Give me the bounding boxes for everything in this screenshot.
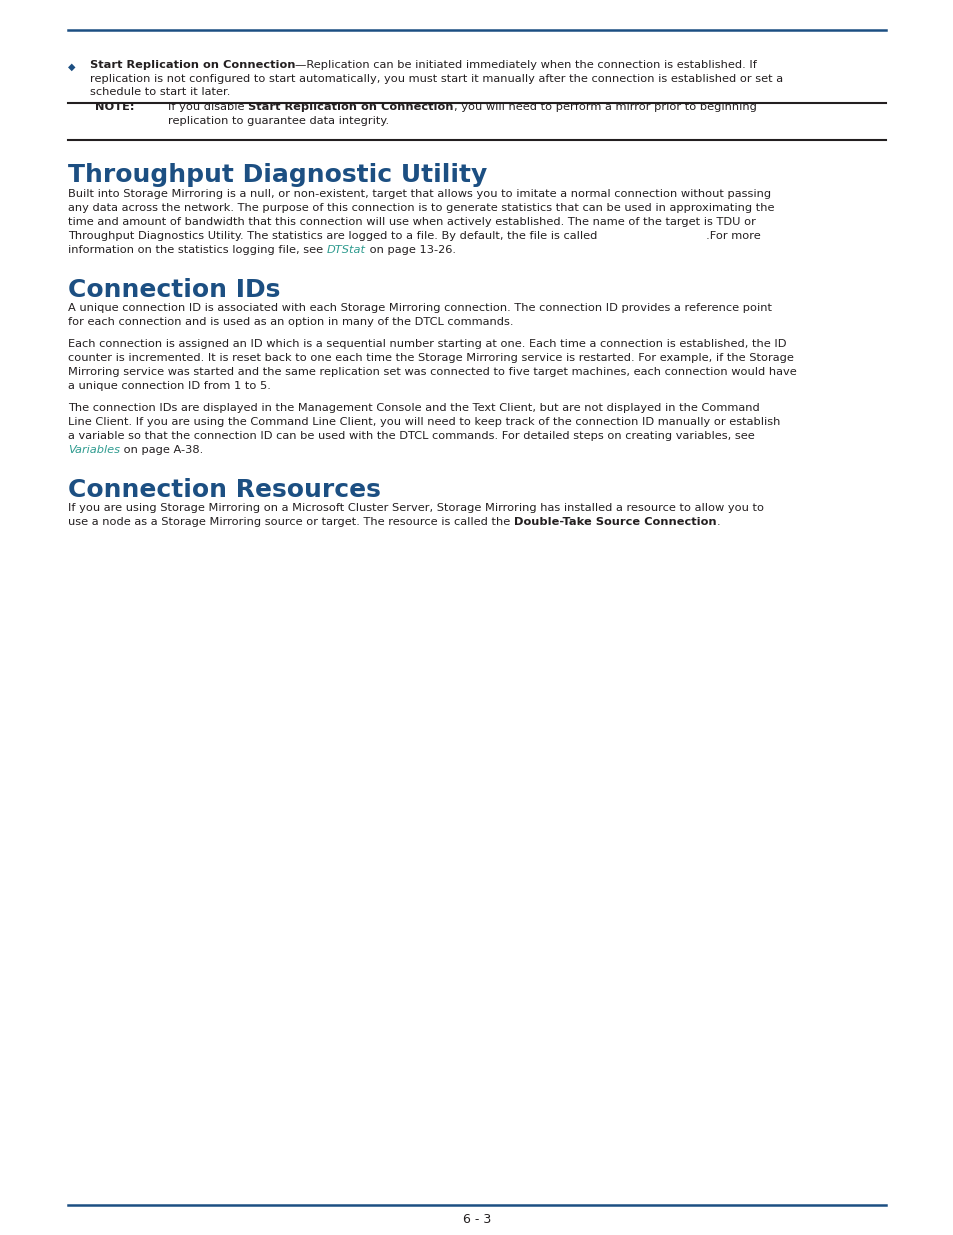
- Text: schedule to start it later.: schedule to start it later.: [90, 86, 230, 98]
- Text: information on the statistics logging file, see: information on the statistics logging fi…: [68, 245, 327, 254]
- Text: —Replication can be initiated immediately when the connection is established. If: —Replication can be initiated immediatel…: [295, 61, 757, 70]
- Text: , you will need to perform a mirror prior to beginning: , you will need to perform a mirror prio…: [453, 103, 756, 112]
- Text: Each connection is assigned an ID which is a sequential number starting at one. : Each connection is assigned an ID which …: [68, 338, 785, 350]
- Text: A unique connection ID is associated with each Storage Mirroring connection. The: A unique connection ID is associated wit…: [68, 303, 771, 312]
- Text: time and amount of bandwidth that this connection will use when actively establi: time and amount of bandwidth that this c…: [68, 217, 755, 227]
- Text: If you are using Storage Mirroring on a Microsoft Cluster Server, Storage Mirror: If you are using Storage Mirroring on a …: [68, 503, 763, 513]
- Text: Connection Resources: Connection Resources: [68, 478, 380, 501]
- Text: Variables: Variables: [68, 445, 120, 454]
- Text: Mirroring service was started and the same replication set was connected to five: Mirroring service was started and the sa…: [68, 367, 796, 377]
- Text: .: .: [716, 517, 720, 527]
- Text: Connection IDs: Connection IDs: [68, 278, 280, 303]
- Text: If you disable: If you disable: [168, 103, 248, 112]
- Text: use a node as a Storage Mirroring source or target. The resource is called the: use a node as a Storage Mirroring source…: [68, 517, 514, 527]
- Text: replication to guarantee data integrity.: replication to guarantee data integrity.: [168, 116, 389, 126]
- Text: Start Replication on Connection: Start Replication on Connection: [90, 61, 295, 70]
- Text: The connection IDs are displayed in the Management Console and the Text Client, : The connection IDs are displayed in the …: [68, 403, 759, 412]
- Text: 6 - 3: 6 - 3: [462, 1214, 491, 1226]
- Text: Throughput Diagnostic Utility: Throughput Diagnostic Utility: [68, 163, 487, 186]
- Text: a unique connection ID from 1 to 5.: a unique connection ID from 1 to 5.: [68, 382, 271, 391]
- Text: ◆: ◆: [68, 62, 75, 72]
- Text: a variable so that the connection ID can be used with the DTCL commands. For det: a variable so that the connection ID can…: [68, 431, 754, 441]
- Text: replication is not configured to start automatically, you must start it manually: replication is not configured to start a…: [90, 74, 782, 84]
- Text: on page A-38.: on page A-38.: [120, 445, 203, 454]
- Text: Double-Take Source Connection: Double-Take Source Connection: [514, 517, 716, 527]
- Text: for each connection and is used as an option in many of the DTCL commands.: for each connection and is used as an op…: [68, 317, 513, 327]
- Text: Throughput Diagnostics Utility. The statistics are logged to a file. By default,: Throughput Diagnostics Utility. The stat…: [68, 231, 760, 241]
- Text: Line Client. If you are using the Command Line Client, you will need to keep tra: Line Client. If you are using the Comman…: [68, 417, 780, 427]
- Text: Built into Storage Mirroring is a null, or non-existent, target that allows you : Built into Storage Mirroring is a null, …: [68, 189, 770, 199]
- Text: NOTE:: NOTE:: [95, 103, 134, 112]
- Text: counter is incremented. It is reset back to one each time the Storage Mirroring : counter is incremented. It is reset back…: [68, 353, 793, 363]
- Text: any data across the network. The purpose of this connection is to generate stati: any data across the network. The purpose…: [68, 203, 774, 212]
- Text: Start Replication on Connection: Start Replication on Connection: [248, 103, 453, 112]
- Text: DTStat: DTStat: [327, 245, 365, 254]
- Text: on page 13-26.: on page 13-26.: [365, 245, 456, 254]
